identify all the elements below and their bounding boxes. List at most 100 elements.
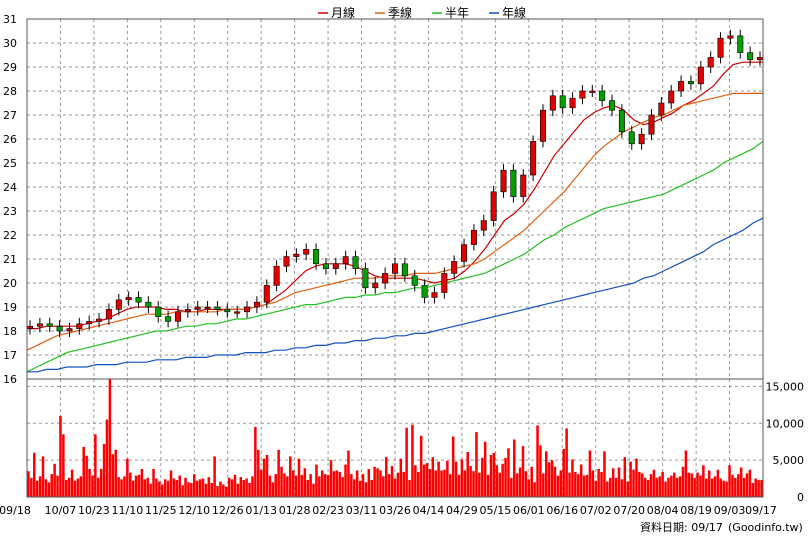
volume-bar — [149, 483, 152, 497]
volume-bar — [565, 428, 568, 497]
candle-up — [125, 297, 132, 301]
volume-bar — [399, 458, 403, 497]
volume-bar — [574, 471, 577, 497]
candle-up — [461, 244, 468, 262]
volume-bar — [300, 474, 304, 497]
data-date-label: 資料日期: 09/17 — [640, 520, 723, 534]
volume-bar — [635, 458, 638, 497]
volume-bar — [760, 480, 763, 497]
volume-bar — [486, 474, 490, 497]
volume-bar — [178, 475, 181, 497]
volume-bar — [361, 474, 365, 497]
volume-bar — [533, 482, 536, 497]
volume-bar — [289, 456, 292, 497]
volume-bar — [646, 480, 650, 497]
candle-up — [115, 299, 122, 310]
volume-bar — [236, 483, 240, 497]
volume-bar — [719, 478, 723, 497]
volume-bar — [737, 474, 740, 497]
volume-bar — [716, 469, 720, 497]
volume-bar — [419, 435, 423, 497]
volume-bar — [579, 464, 583, 497]
date-tick-label: 09/03 — [714, 504, 746, 517]
price-tick-label: 16 — [3, 373, 17, 386]
volume-bar — [85, 455, 88, 497]
candle-up — [668, 90, 675, 104]
volume-bar — [606, 481, 609, 497]
candle-up — [678, 81, 685, 92]
price-tick-label: 28 — [3, 85, 17, 98]
price-tick-label: 23 — [3, 205, 17, 218]
volume-bar — [161, 484, 164, 497]
volume-tick-label: 0 — [797, 491, 804, 504]
volume-tick-label: 5,000 — [773, 454, 805, 467]
volume-bar — [131, 480, 135, 497]
price-tick-label: 31 — [3, 13, 17, 26]
volume-bar — [163, 479, 167, 497]
volume-bar — [501, 463, 504, 497]
candle-down — [599, 90, 606, 101]
candle-up — [441, 273, 448, 293]
volume-bar — [472, 471, 475, 497]
candle-down — [214, 306, 221, 310]
volume-bar — [603, 451, 606, 497]
volume-bar — [675, 477, 679, 497]
volume-bar — [626, 481, 629, 497]
price-tick-label: 18 — [3, 325, 17, 338]
volume-bar — [323, 474, 327, 497]
volume-bar — [274, 474, 277, 497]
volume-bar — [370, 480, 373, 497]
volume-bar — [591, 470, 595, 497]
volume-bar — [341, 477, 344, 497]
volume-bar — [382, 476, 385, 497]
volume-bar — [114, 449, 117, 497]
volume-bar — [210, 482, 213, 497]
volume-bar — [213, 456, 216, 497]
candle-down — [224, 309, 231, 313]
candle-up — [520, 174, 527, 197]
price-tick-label: 29 — [3, 61, 17, 74]
volume-bar — [754, 478, 757, 497]
candle-up — [490, 191, 497, 221]
candle-up — [539, 109, 546, 142]
volume-bar — [41, 456, 45, 497]
volume-bar — [693, 477, 696, 497]
volume-bar — [332, 471, 336, 497]
volume-bar — [76, 478, 80, 497]
volume-bar — [428, 468, 432, 497]
date-tick-label: 01/28 — [279, 504, 311, 517]
volume-bar — [283, 473, 286, 497]
volume-bar — [120, 479, 123, 497]
volume-bar — [699, 475, 702, 497]
volume-bar — [91, 475, 94, 497]
volume-bar — [318, 476, 321, 497]
volume-bar — [134, 475, 138, 497]
volume-bar — [175, 480, 179, 497]
volume-bar — [670, 475, 673, 497]
volume-bar — [623, 457, 627, 497]
volume-bar — [707, 470, 711, 497]
volume-bar — [545, 451, 548, 497]
candle-up — [293, 253, 300, 257]
volume-bar — [195, 480, 199, 497]
volume-bar — [219, 481, 222, 497]
candle-up — [273, 265, 280, 286]
date-x-axis: 09/18 10/07 10/23 11/10 11/25 12/10 12/26 01/13… — [0, 504, 777, 517]
volume-bar — [751, 482, 755, 497]
candle-up — [757, 57, 763, 61]
date-tick-label: 09/17 — [745, 504, 777, 517]
candle-up — [697, 66, 704, 85]
volume-bar — [108, 379, 112, 497]
volume-bar — [233, 474, 237, 497]
volume-bar — [88, 468, 91, 497]
volume-bar — [629, 461, 632, 497]
date-tick-label: 04/14 — [413, 504, 445, 517]
volume-bar — [658, 476, 661, 497]
volume-bar — [649, 474, 653, 497]
volume-bar — [524, 471, 528, 497]
candle-down — [510, 169, 517, 197]
date-tick-label: 02/23 — [312, 504, 344, 517]
date-tick-label: 09/18 — [0, 504, 31, 517]
volume-bar — [510, 477, 513, 497]
